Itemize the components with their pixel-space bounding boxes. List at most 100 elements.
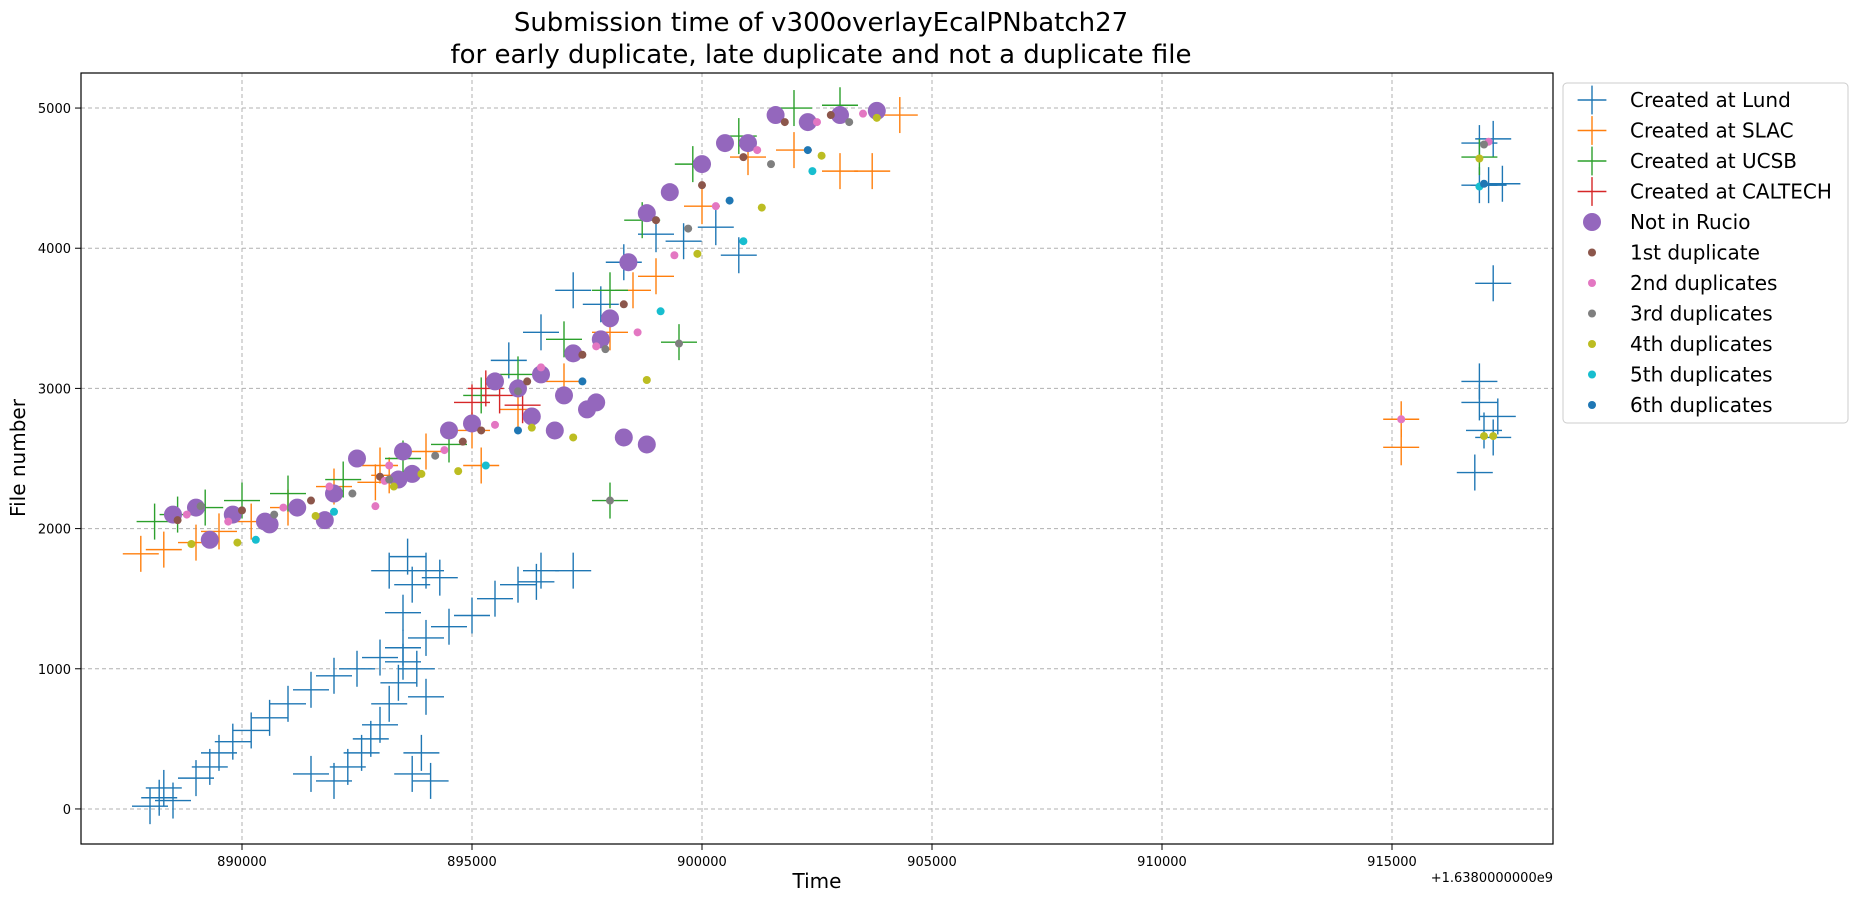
- data-point: [486, 372, 504, 391]
- data-point: [578, 377, 587, 386]
- x-axis-offset-label: +1.6380000000e9: [1431, 871, 1553, 886]
- data-point: [739, 237, 748, 246]
- data-point: [371, 552, 408, 589]
- legend-item: 6th duplicates: [1588, 393, 1773, 417]
- data-point: [431, 451, 440, 460]
- x-tick-label: 895000: [447, 855, 497, 870]
- data-point: [1475, 265, 1512, 302]
- data-point: [352, 720, 389, 757]
- data-point: [155, 782, 191, 819]
- data-point: [523, 377, 532, 386]
- data-point: [652, 216, 660, 225]
- data-point: [619, 300, 628, 309]
- data-point: [693, 249, 702, 258]
- series-not-in-rucio: [164, 101, 886, 549]
- y-axis-ticks: 0 1000 2000 3000 4000 5000: [38, 102, 81, 818]
- data-point: [403, 734, 440, 771]
- data-point: [440, 421, 458, 440]
- data-point: [555, 386, 573, 405]
- legend-item: Created at CALTECH: [1577, 177, 1832, 206]
- data-point: [325, 461, 362, 498]
- data-point: [1480, 432, 1488, 441]
- legend-marker: [1588, 340, 1596, 348]
- data-point: [698, 181, 706, 190]
- legend-marker: [1588, 401, 1596, 409]
- data-point: [822, 153, 858, 190]
- data-point: [316, 657, 352, 694]
- data-point: [532, 365, 550, 384]
- series-6th-duplicates: [514, 146, 1488, 435]
- data-point: [859, 109, 867, 118]
- data-point: [339, 650, 375, 687]
- data-point: [408, 552, 444, 589]
- legend-item: 1st duplicate: [1588, 241, 1760, 265]
- data-point: [757, 203, 766, 212]
- data-point: [1456, 454, 1493, 491]
- data-point: [325, 482, 334, 491]
- data-point: [315, 511, 334, 530]
- series-1st-duplicate: [173, 111, 835, 525]
- legend-item: 3rd duplicates: [1588, 302, 1773, 326]
- data-point: [776, 90, 812, 127]
- legend-item: Created at Lund: [1577, 85, 1791, 115]
- data-point: [293, 671, 329, 708]
- series-4th-duplicates: [187, 113, 1498, 549]
- data-point: [293, 755, 329, 792]
- data-point: [270, 510, 279, 519]
- data-point: [1461, 384, 1498, 421]
- legend-label: 4th duplicates: [1630, 332, 1773, 356]
- data-point: [122, 535, 159, 572]
- data-point: [881, 97, 918, 134]
- data-point: [431, 608, 467, 645]
- data-point: [1466, 412, 1502, 449]
- y-tick-label: 5000: [38, 102, 71, 117]
- y-tick-label: 3000: [38, 382, 71, 397]
- data-point: [343, 734, 380, 771]
- data-point: [251, 699, 288, 736]
- data-point: [514, 387, 522, 396]
- data-point: [279, 503, 288, 512]
- data-point: [1383, 429, 1420, 466]
- data-point: [196, 502, 205, 511]
- data-point: [592, 342, 601, 351]
- data-point: [845, 118, 854, 127]
- data-point: [753, 146, 762, 155]
- data-point: [518, 563, 555, 600]
- data-point: [481, 461, 490, 470]
- data-point: [1489, 432, 1498, 441]
- data-point: [417, 469, 426, 478]
- data-point: [619, 253, 638, 272]
- data-point: [656, 307, 665, 316]
- y-axis-label: File number: [6, 398, 30, 517]
- data-point: [260, 515, 279, 534]
- data-point: [224, 517, 233, 526]
- data-point: [725, 196, 734, 205]
- data-point: [1480, 179, 1488, 188]
- data-point: [716, 134, 734, 153]
- data-point: [463, 447, 500, 484]
- data-point: [348, 489, 357, 498]
- data-point: [458, 437, 467, 446]
- data-point: [872, 113, 881, 122]
- data-point: [601, 309, 619, 328]
- x-tick-label: 915000: [1367, 855, 1417, 870]
- legend-label: Created at Lund: [1630, 88, 1791, 112]
- legend-label: Not in Rucio: [1630, 210, 1750, 234]
- data-point: [633, 328, 642, 337]
- data-point: [490, 342, 527, 379]
- data-point: [555, 272, 592, 309]
- data-point: [371, 502, 380, 511]
- data-point: [394, 755, 431, 792]
- y-tick-label: 1000: [38, 663, 71, 678]
- data-point: [1480, 140, 1488, 149]
- data-point: [389, 538, 426, 575]
- data-point: [545, 421, 564, 440]
- data-point: [233, 712, 270, 749]
- data-point: [270, 685, 306, 722]
- data-point: [665, 223, 702, 260]
- legend-marker: [1577, 146, 1607, 176]
- data-point: [808, 167, 817, 176]
- data-point: [569, 433, 578, 442]
- data-point: [288, 498, 307, 517]
- legend-marker: [1577, 116, 1607, 145]
